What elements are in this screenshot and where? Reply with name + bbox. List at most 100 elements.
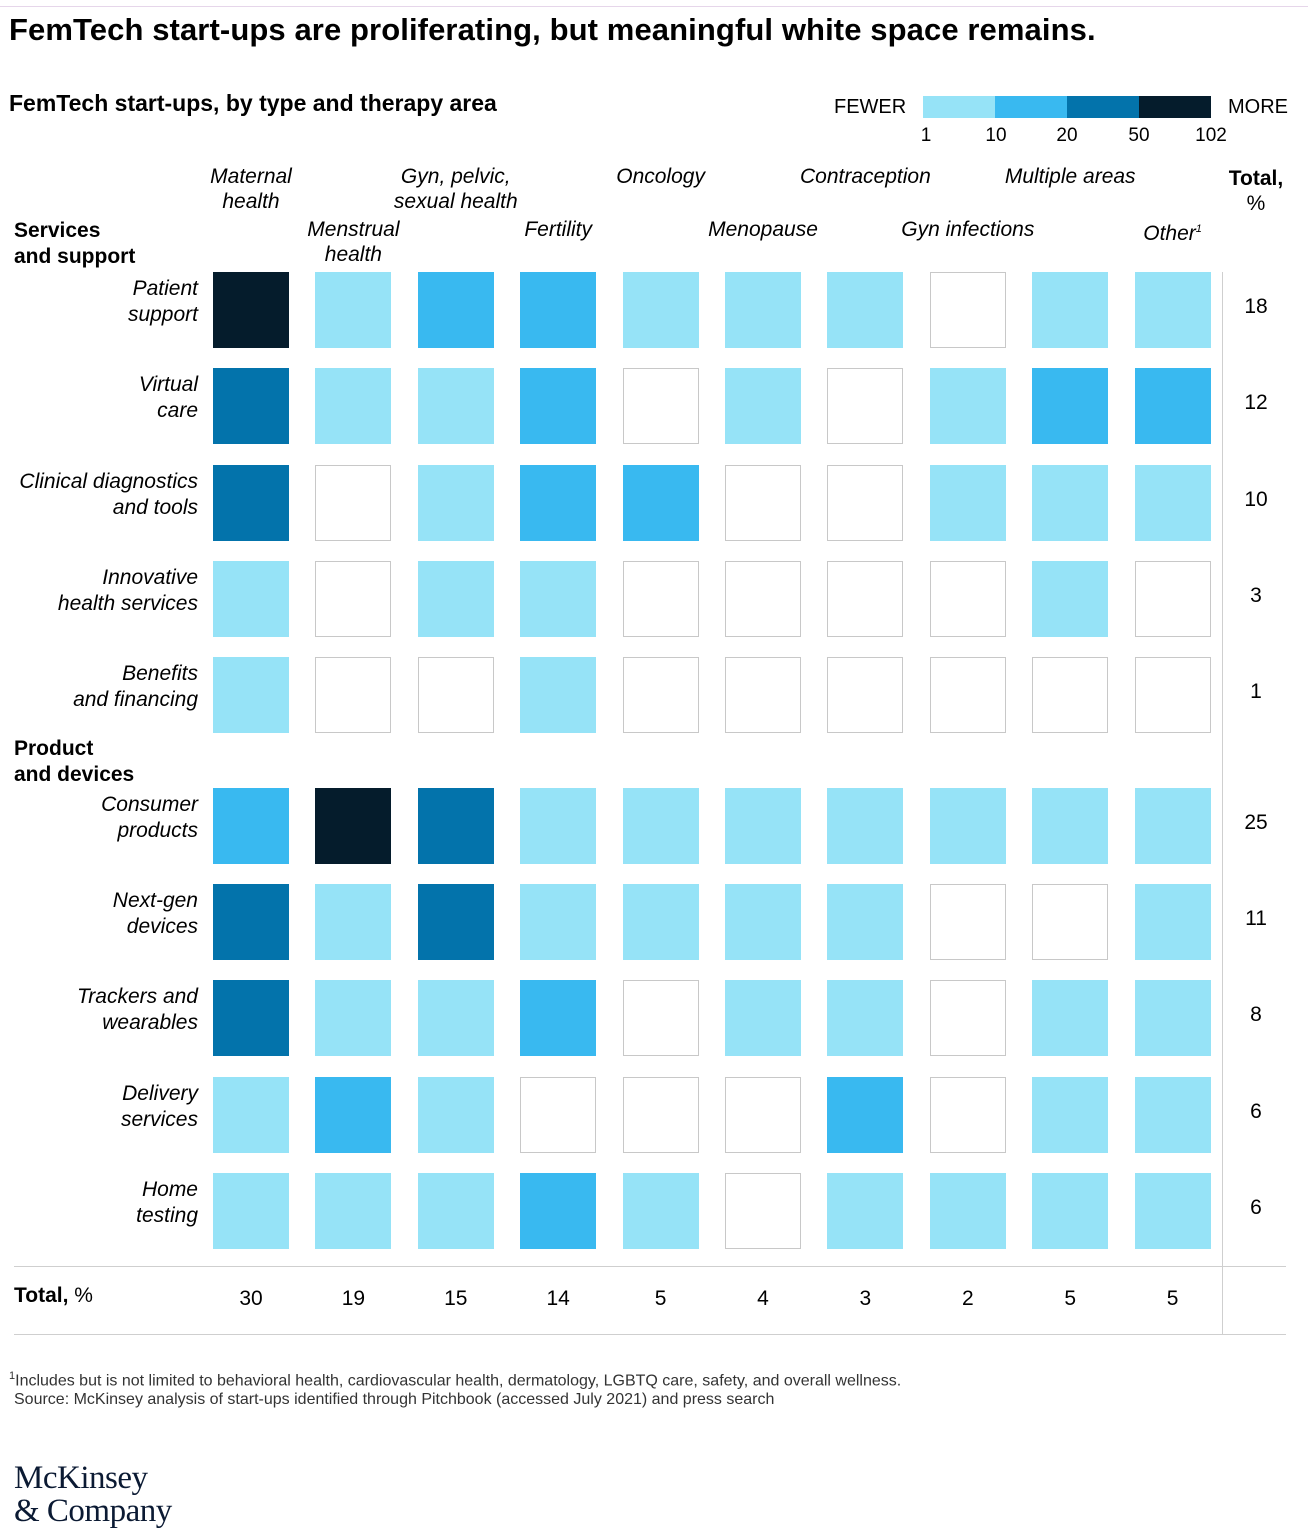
heatmap-cell bbox=[418, 657, 494, 733]
column-total: 14 bbox=[546, 1287, 570, 1310]
heatmap-cell bbox=[315, 657, 391, 733]
heatmap-cell bbox=[1032, 1173, 1108, 1249]
heatmap-cell bbox=[1032, 368, 1108, 444]
heatmap-cell bbox=[315, 1173, 391, 1249]
total-column-header: Total, % bbox=[1226, 166, 1286, 216]
column-header-line: health bbox=[324, 243, 382, 266]
legend-fewer-label: FEWER bbox=[834, 96, 907, 118]
heatmap-cell bbox=[930, 788, 1006, 864]
heatmap-cell bbox=[315, 980, 391, 1056]
heatmap-cell bbox=[725, 884, 801, 960]
heatmap-cell bbox=[213, 272, 289, 348]
totals-divider-vertical bbox=[1222, 272, 1223, 1334]
column-header: Menstrual health bbox=[307, 217, 399, 267]
heatmap-cell bbox=[418, 561, 494, 637]
heatmap-cell bbox=[623, 657, 699, 733]
heatmap-cell bbox=[827, 1173, 903, 1249]
heatmap-cell bbox=[623, 368, 699, 444]
row-label: Patient support bbox=[127, 277, 198, 326]
heatmap-cell bbox=[827, 561, 903, 637]
column-header: Contraception bbox=[800, 164, 931, 189]
heatmap-cell bbox=[213, 788, 289, 864]
row-total: 3 bbox=[1250, 584, 1262, 607]
heatmap-cell bbox=[623, 465, 699, 541]
column-total: 15 bbox=[444, 1287, 468, 1310]
row-label: Benefits and financing bbox=[73, 662, 198, 711]
heatmap-cell bbox=[213, 884, 289, 960]
heatmap-cell bbox=[1135, 561, 1211, 637]
heatmap-cell bbox=[315, 884, 391, 960]
column-header-line: sexual health bbox=[393, 190, 518, 213]
column-header-line: Fertility bbox=[524, 218, 593, 241]
heatmap-cell bbox=[418, 884, 494, 960]
heatmap-cell bbox=[1032, 788, 1108, 864]
column-header-note: 1 bbox=[1195, 223, 1202, 235]
heatmap-cell bbox=[418, 272, 494, 348]
heatmap-cell bbox=[827, 1077, 903, 1153]
heatmap-cell bbox=[418, 788, 494, 864]
column-header: Other1 bbox=[1143, 217, 1202, 246]
heatmap-cell bbox=[930, 980, 1006, 1056]
heatmap-cell bbox=[1135, 657, 1211, 733]
heatmap-cell bbox=[520, 884, 596, 960]
row-label: Virtual care bbox=[138, 373, 198, 422]
heatmap-cell bbox=[1135, 272, 1211, 348]
heatmap-cell bbox=[1135, 1173, 1211, 1249]
column-header-line: Gyn, pelvic, bbox=[400, 165, 511, 188]
section-label-products: Product and devices bbox=[14, 737, 135, 786]
total-header-label: Total, bbox=[1228, 167, 1284, 190]
column-header: Maternal health bbox=[210, 164, 292, 214]
heatmap-cell bbox=[520, 788, 596, 864]
row-label: Innovative health services bbox=[57, 566, 198, 615]
heatmap-cell bbox=[315, 368, 391, 444]
heatmap-cell bbox=[520, 657, 596, 733]
heatmap-cell bbox=[930, 272, 1006, 348]
heatmap-cell bbox=[725, 272, 801, 348]
heatmap-cell bbox=[930, 657, 1006, 733]
mckinsey-logo: McKinsey & Company bbox=[14, 1462, 172, 1528]
heatmap-cell bbox=[827, 465, 903, 541]
heatmap-cell bbox=[1135, 368, 1211, 444]
heatmap-cell bbox=[623, 1173, 699, 1249]
row-total: 12 bbox=[1244, 391, 1268, 414]
total-header-unit: % bbox=[1246, 192, 1266, 215]
column-header-line: Oncology bbox=[616, 165, 705, 188]
page-title: FemTech start-ups are proliferating, but… bbox=[9, 12, 1096, 47]
heatmap-cell bbox=[1135, 465, 1211, 541]
heatmap-cell bbox=[623, 980, 699, 1056]
heatmap-cell bbox=[827, 980, 903, 1056]
heatmap-cell bbox=[520, 465, 596, 541]
section-label-services: Services and support bbox=[14, 219, 136, 268]
heatmap-cell bbox=[520, 272, 596, 348]
row-total: 11 bbox=[1245, 907, 1267, 930]
heatmap-cell bbox=[930, 1077, 1006, 1153]
heatmap-cell bbox=[418, 1173, 494, 1249]
heatmap-cell bbox=[623, 1077, 699, 1153]
heatmap-cell bbox=[623, 788, 699, 864]
heatmap-cell bbox=[725, 1173, 801, 1249]
column-header: Fertility bbox=[524, 217, 592, 242]
heatmap-cell bbox=[520, 561, 596, 637]
row-label: Delivery services bbox=[120, 1082, 198, 1131]
heatmap-cell bbox=[1135, 1077, 1211, 1153]
heatmap-cell bbox=[213, 561, 289, 637]
column-total: 5 bbox=[1064, 1287, 1077, 1310]
heatmap-cell bbox=[418, 465, 494, 541]
heatmap-cell bbox=[930, 368, 1006, 444]
column-header-line: Multiple areas bbox=[1004, 165, 1136, 188]
column-header: Oncology bbox=[616, 164, 705, 189]
heatmap-cell bbox=[930, 1173, 1006, 1249]
column-total: 4 bbox=[757, 1287, 769, 1310]
heatmap-cell bbox=[725, 657, 801, 733]
row-total: 1 bbox=[1250, 680, 1262, 703]
heatmap-cell bbox=[315, 465, 391, 541]
legend-swatch-3 bbox=[1067, 96, 1139, 118]
column-total: 2 bbox=[961, 1287, 974, 1310]
row-label: Home testing bbox=[136, 1178, 198, 1227]
legend-tick-50: 50 bbox=[1128, 125, 1150, 146]
heatmap-cell bbox=[213, 1173, 289, 1249]
column-total: 3 bbox=[859, 1287, 872, 1310]
legend-tick-20: 20 bbox=[1056, 125, 1078, 146]
heatmap-cell bbox=[520, 1173, 596, 1249]
heatmap-cell bbox=[1135, 980, 1211, 1056]
